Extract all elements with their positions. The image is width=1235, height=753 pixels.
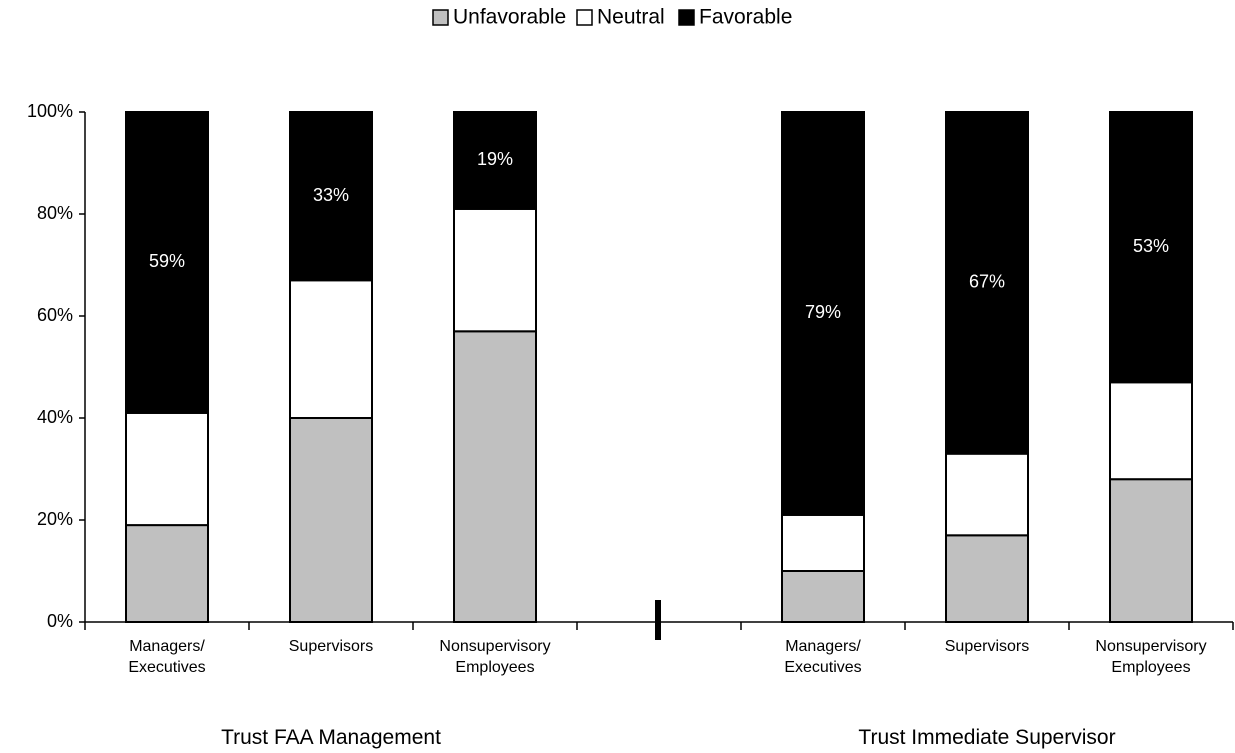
group-label: Trust Immediate Supervisor: [858, 726, 1116, 749]
legend-swatch: [678, 9, 695, 26]
bar-segment: [1109, 381, 1193, 481]
legend-label: Unfavorable: [453, 6, 566, 29]
value-label: 79%: [805, 302, 841, 322]
x-tick-label: Nonsupervisory Employees: [439, 638, 551, 676]
bar-segment: [781, 513, 865, 573]
y-tick-label: 100%: [27, 101, 73, 121]
legend-label: Favorable: [699, 6, 792, 29]
bar-segment: [1109, 111, 1193, 384]
x-tick-label: Managers/ Executives: [784, 638, 862, 676]
bar-segment: [289, 417, 373, 623]
bar-segment: [289, 279, 373, 419]
x-tick-label: Supervisors: [288, 638, 374, 655]
bar-segment: [453, 207, 537, 333]
legend-label: Neutral: [597, 6, 665, 29]
x-tick-label: Managers/ Executives: [128, 638, 206, 676]
legend-swatch: [576, 9, 593, 26]
y-tick-label: 20%: [37, 509, 73, 529]
y-tick-label: 60%: [37, 305, 73, 325]
bar-segment: [453, 330, 537, 623]
bar-segment: [125, 111, 209, 414]
bar-segment: [945, 534, 1029, 623]
y-tick-label: 40%: [37, 407, 73, 427]
bar-segment: [781, 570, 865, 623]
x-tick-label: Nonsupervisory Employees: [1095, 638, 1207, 676]
bar-segment: [125, 524, 209, 623]
value-label: 33%: [313, 185, 349, 205]
bar-segment: [125, 411, 209, 527]
bar-segment: [1109, 478, 1193, 624]
value-label: 19%: [477, 149, 513, 169]
bar-segment: [289, 111, 373, 282]
value-label: 53%: [1133, 236, 1169, 256]
y-tick-label: 80%: [37, 203, 73, 223]
legend-swatch: [432, 9, 449, 26]
bar-segment: [945, 111, 1029, 455]
y-tick-label: 0%: [47, 611, 73, 631]
group-label: Trust FAA Management: [221, 726, 441, 749]
bar-segment: [945, 452, 1029, 537]
bar-segment: [781, 111, 865, 516]
x-tick-label: Supervisors: [944, 638, 1030, 655]
value-label: 59%: [149, 251, 185, 271]
value-label: 67%: [969, 272, 1005, 292]
bar-segment: [453, 111, 537, 210]
